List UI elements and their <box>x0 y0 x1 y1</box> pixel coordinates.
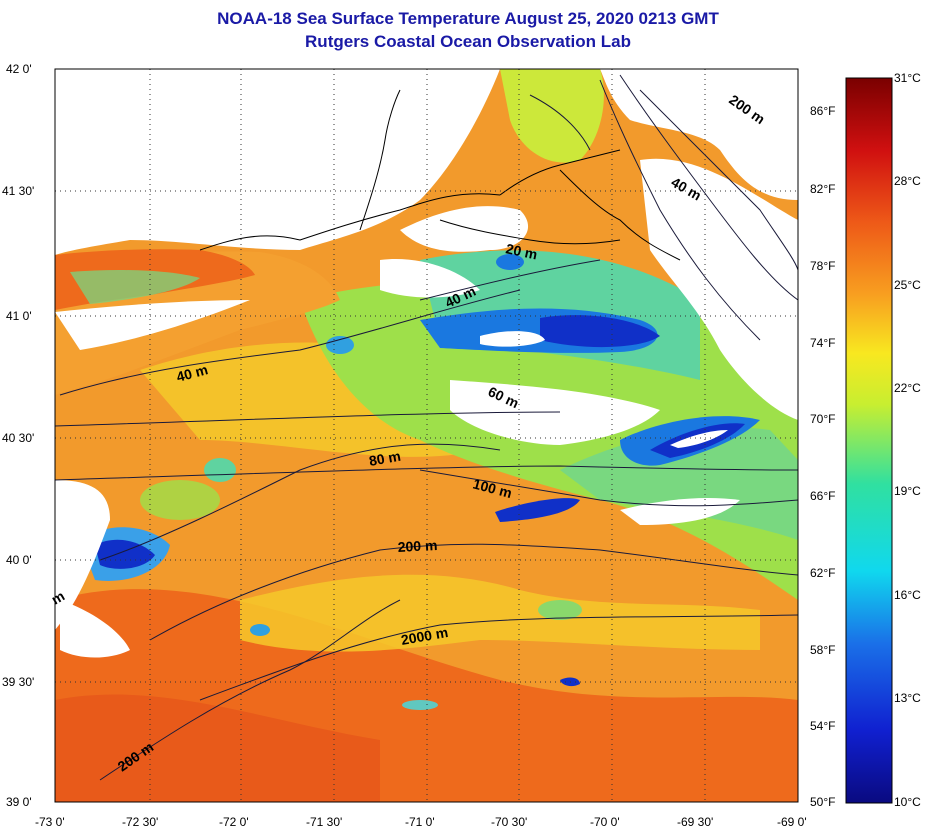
celsius-axis: 31°C 28°C 25°C 22°C 19°C 16°C 13°C 10°C <box>894 71 921 809</box>
lat-label: 41 0' <box>6 309 32 323</box>
lon-label: -69 30' <box>677 815 713 829</box>
fahrenheit-label: 74°F <box>810 336 835 350</box>
lon-label: -69 0' <box>777 815 807 829</box>
contour-label: 40 m <box>175 361 210 385</box>
lon-label: -72 30' <box>122 815 158 829</box>
celsius-label: 22°C <box>894 381 921 395</box>
map-subtitle: Rutgers Coastal Ocean Observation Lab <box>305 32 631 51</box>
celsius-label: 28°C <box>894 174 921 188</box>
lat-label: 39 30' <box>2 675 34 689</box>
lat-label: 41 30' <box>2 184 34 198</box>
lon-label: -71 0' <box>405 815 435 829</box>
lat-label: 42 0' <box>6 62 32 76</box>
lon-label: -73 0' <box>35 815 65 829</box>
graticule <box>55 69 798 802</box>
map-title: NOAA-18 Sea Surface Temperature August 2… <box>217 9 719 28</box>
bathymetry-contours <box>55 74 798 781</box>
fahrenheit-axis: 86°F 82°F 78°F 74°F 70°F 66°F 62°F 58°F … <box>810 104 835 809</box>
celsius-label: 10°C <box>894 795 921 809</box>
coastline <box>199 89 681 261</box>
lat-label: 39 0' <box>6 795 32 809</box>
lon-label: -70 0' <box>590 815 620 829</box>
fahrenheit-label: 50°F <box>810 795 835 809</box>
fahrenheit-label: 82°F <box>810 182 835 196</box>
lon-label: -71 30' <box>306 815 342 829</box>
map-frame <box>54 68 799 803</box>
contour-label: 200 m <box>397 537 437 555</box>
lon-label: -72 0' <box>219 815 249 829</box>
celsius-label: 16°C <box>894 588 921 602</box>
fahrenheit-label: 66°F <box>810 489 835 503</box>
fahrenheit-label: 62°F <box>810 566 835 580</box>
contour-label: 80 m <box>368 448 402 469</box>
fahrenheit-label: 86°F <box>810 104 835 118</box>
celsius-label: 31°C <box>894 71 921 85</box>
fahrenheit-label: 58°F <box>810 643 835 657</box>
longitude-labels: -73 0' -72 30' -72 0' -71 30' -71 0' -70… <box>35 815 807 829</box>
fahrenheit-label: 54°F <box>810 719 835 733</box>
lon-label: -70 30' <box>491 815 527 829</box>
lat-label: 40 30' <box>2 431 34 445</box>
fahrenheit-label: 78°F <box>810 259 835 273</box>
latitude-labels: 42 0' 41 30' 41 0' 40 30' 40 0' 39 30' 3… <box>2 62 34 809</box>
colorbar <box>845 77 893 804</box>
contour-label: 20 m <box>504 240 539 262</box>
celsius-label: 13°C <box>894 691 921 705</box>
fahrenheit-label: 70°F <box>810 412 835 426</box>
celsius-label: 19°C <box>894 484 921 498</box>
lat-label: 40 0' <box>6 553 32 567</box>
celsius-label: 25°C <box>894 278 921 292</box>
